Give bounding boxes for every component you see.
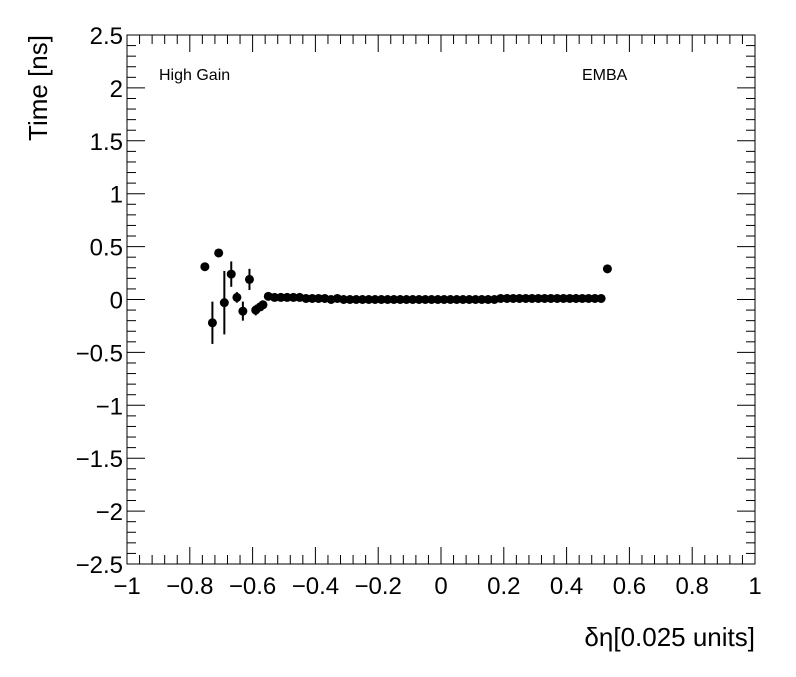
y-tick-label: −2.5: [76, 552, 123, 579]
data-point: [540, 293, 550, 303]
y-tick-label: −0.5: [76, 340, 123, 367]
axis-ticks: [126, 34, 756, 565]
x-tick-label: −1: [113, 573, 140, 600]
data-point: [282, 292, 292, 302]
data-point: [226, 269, 236, 279]
data-point: [219, 298, 229, 308]
data-point: [314, 293, 324, 303]
x-tick-label: −0.6: [229, 573, 276, 600]
y-tick-label: 2: [110, 76, 123, 103]
data-point: [565, 293, 575, 303]
y-tick-label: −1: [96, 393, 123, 420]
data-point: [307, 293, 317, 303]
data-point: [533, 293, 543, 303]
data-point: [571, 293, 581, 303]
y-tick-labels: −2.5 −2 −1.5 −1 −0.5 0 0.5 1 1.5 2 2.5: [76, 23, 123, 579]
data-point: [270, 292, 280, 302]
y-tick-label: −2: [96, 499, 123, 526]
data-point: [427, 295, 437, 304]
data-point: [401, 295, 411, 304]
data-point: [577, 293, 587, 303]
data-point: [244, 274, 254, 284]
y-tick-label: 1: [110, 182, 123, 209]
y-axis-label: Time [ns]: [23, 35, 53, 141]
data-point: [546, 293, 556, 303]
annotation-emba: EMBA: [582, 67, 628, 84]
data-point: [515, 293, 524, 303]
x-tick-label: −0.4: [292, 573, 339, 600]
data-point: [232, 292, 242, 302]
data-point: [258, 300, 268, 310]
data-point: [433, 295, 443, 304]
data-point: [345, 295, 355, 304]
x-tick-label: 0: [434, 573, 447, 600]
data-point: [364, 295, 374, 304]
data-point: [452, 295, 462, 304]
data-point: [471, 295, 481, 304]
annotation-high-gain: High Gain: [159, 67, 230, 84]
data-point: [408, 295, 418, 304]
data-point: [477, 295, 487, 304]
data-point: [414, 295, 424, 304]
data-point: [358, 295, 367, 304]
y-tick-label: 2.5: [90, 23, 123, 50]
x-tick-label: 0.8: [676, 573, 709, 600]
data-point: [527, 293, 537, 303]
x-tick-label: 0.4: [550, 573, 583, 600]
x-tick-label: −0.8: [166, 573, 213, 600]
data-point: [301, 293, 311, 303]
data-point: [395, 295, 405, 304]
data-point: [288, 292, 298, 302]
x-tick-label: −0.2: [355, 573, 402, 600]
data-point: [508, 293, 518, 303]
y-tick-label: 0.5: [90, 235, 123, 262]
data-point: [339, 295, 349, 304]
data-point: [458, 295, 468, 304]
data-point: [351, 295, 361, 304]
data-point: [521, 293, 531, 303]
data-point: [420, 295, 430, 304]
data-point: [238, 306, 248, 316]
y-tick-label: 0: [110, 288, 123, 315]
data-point: [558, 293, 568, 303]
x-axis-label: δη[0.025 units]: [584, 622, 755, 652]
x-tick-label: 0.2: [487, 573, 520, 600]
data-point: [584, 293, 594, 303]
data-point: [439, 295, 449, 304]
x-tick-label: 1: [748, 573, 761, 600]
data-point: [214, 248, 224, 258]
data-point: [383, 295, 393, 304]
data-point: [389, 295, 399, 304]
data-point: [596, 293, 606, 303]
y-tick-label: −1.5: [76, 446, 123, 473]
x-tick-labels: −1 −0.8 −0.6 −0.4 −0.2 0 0.2 0.4 0.6 0.8 1: [113, 573, 761, 600]
data-point: [602, 264, 612, 274]
data-point: [496, 293, 506, 303]
data-point: [464, 295, 474, 304]
y-tick-label: 1.5: [90, 129, 123, 156]
data-point: [370, 295, 380, 304]
data-point: [445, 295, 455, 304]
data-point: [483, 295, 493, 304]
data-point: [590, 293, 600, 303]
data-point: [276, 292, 286, 302]
x-tick-label: 0.6: [613, 573, 646, 600]
data-points: [200, 248, 612, 344]
data-point: [200, 262, 210, 272]
data-point: [552, 293, 562, 303]
data-point: [376, 295, 386, 304]
data-point: [502, 293, 512, 303]
data-point: [207, 318, 217, 328]
